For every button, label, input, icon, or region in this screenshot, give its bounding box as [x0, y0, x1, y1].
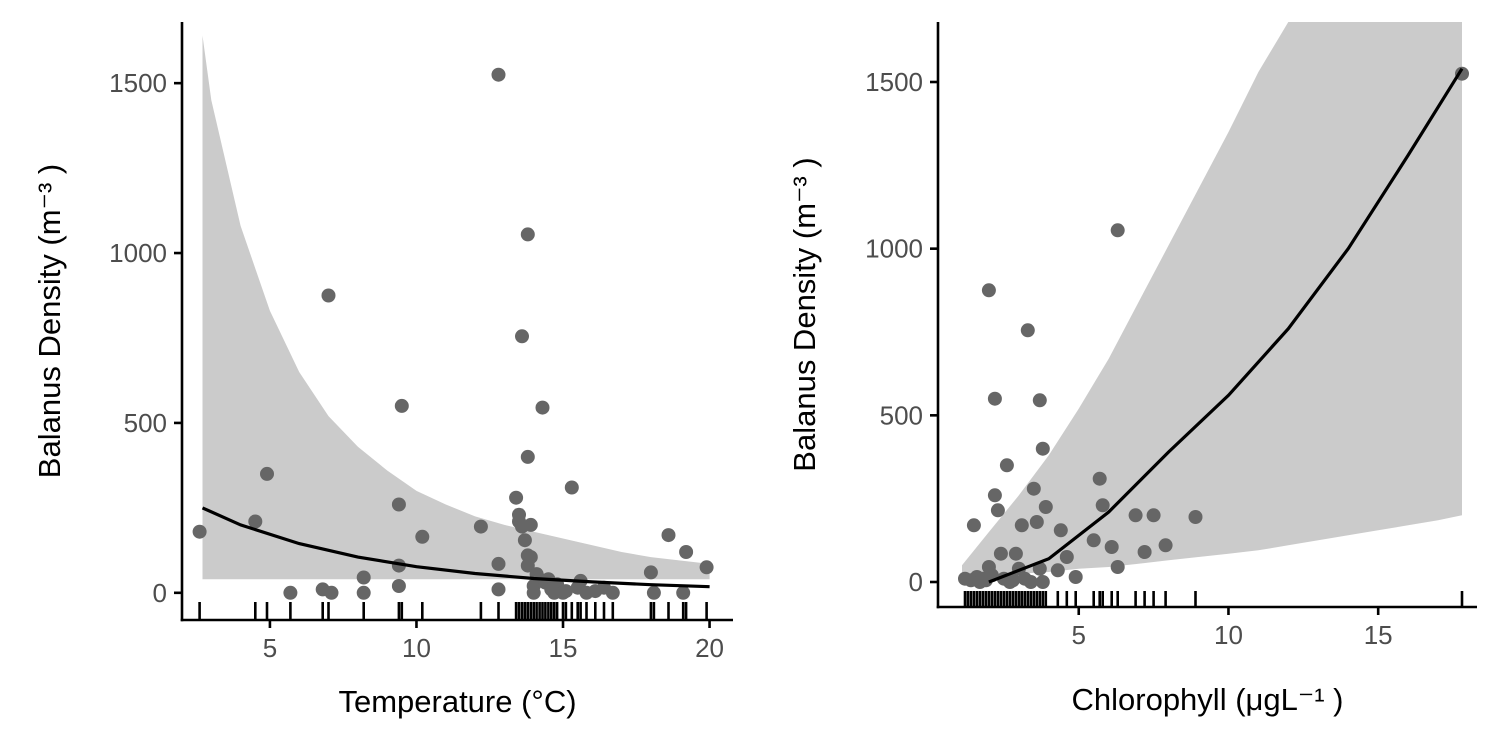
data-point	[509, 490, 524, 505]
data-point	[699, 560, 714, 575]
data-point	[679, 545, 694, 559]
y-tick-label: 1500	[109, 68, 167, 98]
data-point	[1035, 575, 1050, 589]
data-point	[1128, 508, 1143, 523]
x-tick-label: 15	[1364, 620, 1393, 650]
data-point	[643, 565, 658, 580]
confidence-band	[202, 35, 710, 580]
y-tick-label: 1000	[109, 238, 167, 268]
data-point	[515, 329, 529, 344]
data-point	[1020, 323, 1035, 338]
data-point	[520, 558, 535, 573]
y-tick-label: 500	[880, 400, 923, 430]
x-tick-label: 10	[402, 633, 431, 663]
data-point	[491, 582, 506, 597]
data-point	[394, 398, 409, 413]
data-point	[1068, 570, 1083, 584]
data-point	[491, 67, 506, 82]
fit-line	[988, 67, 1464, 584]
data-point	[324, 585, 339, 600]
x-tick-label: 5	[1072, 620, 1086, 650]
data-point	[999, 458, 1014, 473]
data-point	[535, 400, 550, 415]
x-tick-label: 5	[263, 633, 277, 663]
data-point	[1110, 223, 1125, 238]
data-point	[1095, 498, 1110, 513]
data-point	[990, 503, 1005, 518]
data-point	[391, 579, 406, 593]
y-axis-title: Balanus Density (m⁻³ )	[32, 164, 67, 478]
data-point	[283, 585, 298, 600]
data-point	[564, 480, 579, 495]
data-point	[356, 570, 371, 585]
data-point	[1038, 500, 1053, 514]
data-point	[248, 514, 263, 529]
data-point	[1137, 545, 1152, 559]
data-point	[1014, 518, 1029, 533]
y-tick-label: 500	[124, 408, 167, 438]
data-point	[415, 529, 430, 544]
data-point	[558, 584, 573, 599]
x-tick-label: 15	[549, 633, 578, 663]
y-tick-label: 1000	[865, 234, 923, 264]
data-point	[987, 391, 1002, 406]
data-point	[517, 533, 532, 548]
y-tick-label: 0	[909, 567, 923, 597]
data-point	[520, 449, 535, 464]
data-point	[1146, 508, 1161, 523]
data-point	[1029, 515, 1044, 529]
data-point	[1050, 563, 1065, 578]
x-axis-title: Temperature (°C)	[338, 684, 576, 719]
y-axis-title: Balanus Density (m⁻³ )	[787, 157, 822, 471]
data-point	[1104, 540, 1119, 554]
fit-line	[201, 506, 710, 589]
data-point	[523, 517, 538, 532]
data-point	[1023, 575, 1038, 589]
data-point	[192, 524, 207, 539]
y-tick-label: 1500	[865, 67, 923, 97]
temperature-panel: 5 10 15 20 0 500 1000 1500 Temperature (°C) Balan…	[32, 22, 733, 719]
data-point	[491, 556, 506, 571]
data-point	[646, 585, 661, 600]
data-point	[1005, 573, 1020, 588]
chlorophyll-panel: 5 10 15 0 500 1000 1500 Chlorophyll (μgL⁻¹ ) Bal…	[787, 22, 1477, 717]
data-point	[520, 227, 535, 242]
data-point	[676, 585, 691, 600]
data-point	[966, 518, 981, 533]
data-point	[1059, 550, 1074, 564]
data-point	[473, 519, 488, 534]
data-point	[661, 528, 676, 543]
data-point	[391, 497, 406, 512]
data-point	[1032, 393, 1047, 408]
data-point	[1008, 546, 1023, 561]
data-point	[1110, 560, 1125, 574]
data-point	[1092, 471, 1107, 486]
data-point	[1188, 510, 1203, 524]
x-tick-label: 20	[695, 633, 724, 663]
data-point	[987, 488, 1002, 503]
x-axis-title: Chlorophyll (μgL⁻¹ )	[1072, 682, 1344, 717]
data-point	[321, 288, 336, 303]
data-point	[526, 585, 541, 600]
x-tick-label: 10	[1214, 620, 1243, 650]
data-point	[1053, 523, 1068, 538]
data-point	[1035, 441, 1050, 456]
data-point	[993, 546, 1008, 561]
data-point	[1026, 481, 1041, 496]
data-point	[1086, 533, 1101, 548]
data-point	[260, 466, 274, 481]
data-point	[605, 585, 620, 600]
data-point	[981, 283, 996, 298]
data-point	[1158, 538, 1173, 553]
y-tick-label: 0	[153, 578, 167, 608]
confidence-band	[962, 22, 1462, 579]
data-point	[356, 585, 371, 600]
